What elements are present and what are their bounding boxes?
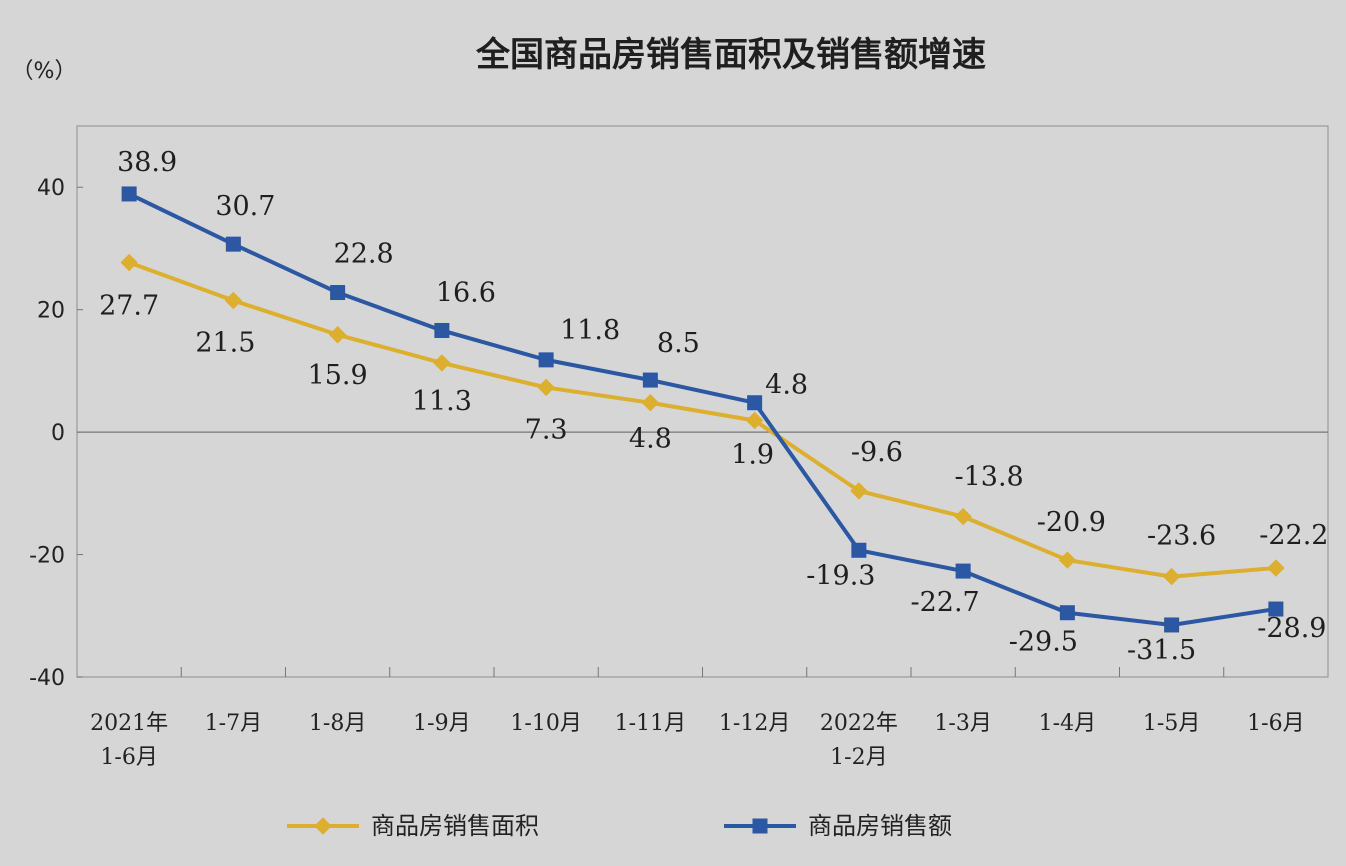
sales-amount-data-label: 16.6: [436, 277, 496, 308]
sales-amount-data-label: -22.7: [911, 587, 980, 618]
sales-area-data-label: -22.2: [1259, 520, 1328, 551]
sales-amount-point: [538, 352, 554, 368]
sales-area-data-label: 4.8: [629, 424, 672, 455]
chart-title: 全国商品房销售面积及销售额增速: [475, 35, 986, 75]
sales-amount-point: [121, 186, 137, 202]
sales-amount-data-label: 8.5: [657, 328, 700, 359]
y-tick-label: 40: [37, 176, 65, 201]
sales-area-data-label: -20.9: [1037, 507, 1106, 538]
x-tick-label: 1-9月: [413, 711, 470, 736]
sales-area-data-label: -13.8: [955, 462, 1024, 493]
x-tick-label: 1-8月: [309, 711, 366, 736]
sales-area-point: [850, 482, 868, 500]
legend-label-sales-area: 商品房销售面积: [371, 812, 539, 840]
legend-marker-sales-amount: [752, 818, 768, 834]
y-tick-label: 0: [51, 421, 65, 446]
sales-amount-point: [225, 236, 241, 252]
sales-amount-data-label: 4.8: [765, 370, 808, 401]
y-axis-unit-label: （%）: [12, 59, 77, 84]
sales-amount-point: [955, 563, 971, 579]
x-tick-label: 1-7月: [205, 711, 262, 736]
x-tick-label: 1-12月: [719, 711, 790, 736]
sales-amount-data-label: 11.8: [560, 315, 620, 346]
sales-amount-data-label: 22.8: [334, 239, 394, 270]
sales-area-data-label: 11.3: [412, 386, 472, 417]
sales-amount-data-label: -29.5: [1009, 627, 1078, 658]
sales-area-point: [1058, 551, 1077, 569]
y-tick-label: -40: [29, 666, 65, 691]
x-tick-label: 2021年 1-6月: [90, 711, 168, 770]
sales-amount-point: [642, 372, 658, 388]
x-tick-label: 1-3月: [934, 711, 991, 736]
x-tick-label: 1-5月: [1143, 711, 1200, 736]
sales-area-line: [127, 260, 1278, 579]
y-tick-label: 20: [37, 299, 65, 324]
sales-area-point: [1162, 567, 1181, 586]
sales-area-point: [224, 291, 243, 310]
x-tick-label: 2022年 1-2月: [820, 711, 898, 770]
sales-amount-point: [330, 285, 346, 301]
sales-amount-line: [127, 191, 1278, 627]
sales-area-point: [1267, 559, 1285, 577]
sales-amount-point: [851, 542, 867, 558]
sales-area-point: [120, 253, 138, 272]
x-tick-label: 1-10月: [510, 711, 581, 736]
series-layer: [120, 186, 1285, 633]
x-tick-label: 1-11月: [615, 711, 686, 736]
sales-area-data-label: -9.6: [851, 437, 903, 468]
sales-area-point: [641, 394, 660, 412]
sales-area-data-label: 15.9: [308, 360, 368, 391]
sales-amount-point: [434, 322, 450, 338]
sales-area-point: [537, 378, 555, 397]
axis-layer: 40 20 0 -20 -40 2021年 1-6月 1-7月 1-8月 1-9月 1-10月 1-1…: [29, 176, 1328, 770]
x-tick-label: 1-6月: [1247, 711, 1304, 736]
sales-area-data-label: 21.5: [195, 327, 255, 358]
sales-amount-data-label: -28.9: [1257, 613, 1326, 644]
sales-amount-point: [747, 395, 763, 411]
legend-marker-sales-area: [314, 817, 332, 835]
sales-amount-point: [1164, 617, 1180, 633]
legend: 商品房销售面积 商品房销售额: [287, 812, 952, 840]
sales-amount-data-label: 30.7: [215, 191, 275, 222]
sales-area-point: [433, 354, 451, 372]
sales-amount-point: [1059, 605, 1075, 621]
sales-area-data-label: 27.7: [99, 291, 159, 322]
sales-amount-data-label: -31.5: [1127, 635, 1196, 666]
y-tick-label: -20: [29, 544, 65, 569]
sales-amount-data-label: -19.3: [806, 560, 875, 591]
legend-label-sales-amount: 商品房销售额: [808, 812, 952, 840]
sales-area-point: [954, 507, 972, 526]
x-tick-label: 1-4月: [1039, 711, 1096, 736]
sales-area-point: [745, 411, 764, 430]
sales-amount-data-label: 38.9: [117, 147, 177, 178]
sales-amount-point: [1268, 601, 1284, 617]
sales-area-data-label: 1.9: [731, 439, 774, 470]
sales-area-point: [328, 326, 347, 344]
data-label-layer: 27.7 21.5 15.9 11.3 7.3 4.8 1.9 -9.6 -13.8 -20.9 -…: [99, 147, 1328, 666]
sales-area-data-label: 7.3: [525, 414, 568, 445]
sales-area-data-label: -23.6: [1147, 521, 1216, 552]
